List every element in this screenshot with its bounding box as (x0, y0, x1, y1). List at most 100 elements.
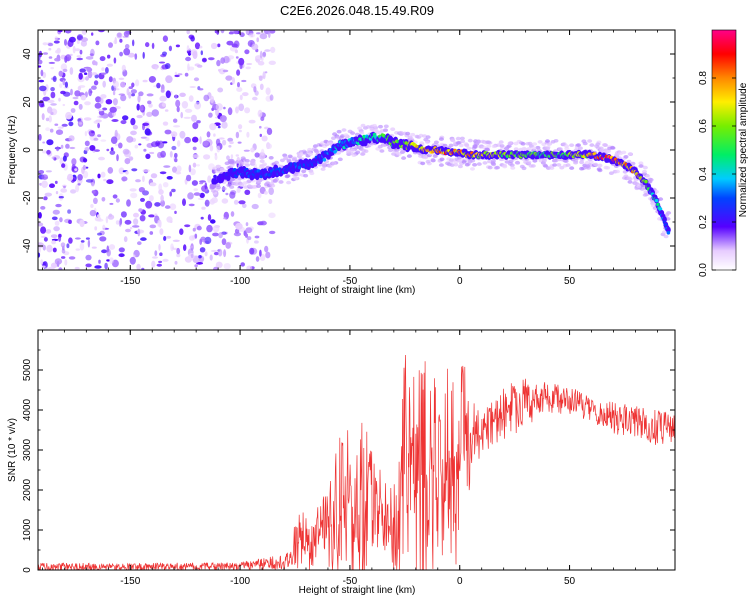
track-halo (593, 162, 599, 167)
noise-speck (119, 38, 123, 43)
noise-speck (268, 212, 276, 219)
snr-frame (37, 329, 676, 571)
track-halo (486, 144, 492, 148)
colorbar-label: Normalized spectral amplitude (738, 82, 749, 217)
noise-speck (199, 247, 206, 253)
noise-speck (264, 49, 271, 52)
track-halo (476, 162, 482, 166)
noise-speck (176, 106, 180, 113)
noise-speck (136, 103, 140, 111)
noise-speck (98, 259, 101, 264)
noise-speck (190, 36, 195, 42)
noise-speck (38, 65, 42, 68)
noise-speck (245, 233, 248, 238)
noise-speck (58, 196, 64, 199)
noise-speck (138, 91, 144, 97)
noise-speck (76, 55, 82, 58)
track-halo (256, 184, 262, 188)
noise-speck (51, 240, 56, 245)
track-halo (433, 140, 439, 145)
track-halo (645, 174, 651, 178)
track-halo (464, 143, 470, 148)
snr-y-label: SNR (10 * v/v) (7, 418, 18, 482)
noise-speck (106, 259, 110, 262)
track-halo (246, 179, 252, 183)
noise-speck (155, 66, 158, 71)
noise-speck (181, 101, 189, 109)
noise-speck (204, 236, 212, 245)
track-halo (644, 192, 650, 197)
track-halo (312, 144, 318, 148)
noise-speck (262, 51, 267, 58)
track-halo (466, 146, 472, 151)
noise-speck (96, 214, 101, 218)
noise-speck (101, 249, 108, 254)
track-halo (408, 137, 414, 141)
noise-speck (85, 237, 90, 240)
noise-speck (67, 209, 71, 214)
noise-speck (69, 53, 73, 57)
track-halo (450, 138, 456, 142)
noise-speck (58, 97, 61, 102)
noise-speck (135, 179, 141, 183)
noise-speck (196, 164, 200, 167)
noise-speck (91, 246, 97, 249)
noise-speck (59, 157, 64, 165)
noise-speck (118, 77, 125, 81)
track-halo (293, 176, 299, 180)
noise-speck (68, 36, 76, 43)
noise-speck (238, 124, 243, 130)
track-halo (279, 158, 285, 163)
track-halo (603, 143, 608, 147)
noise-speck (160, 199, 166, 207)
noise-speck (244, 107, 251, 114)
noise-speck (194, 233, 198, 239)
track-halo (559, 165, 565, 170)
noise-speck (50, 91, 56, 99)
noise-speck (158, 243, 161, 251)
track-halo (355, 150, 361, 155)
noise-speck (51, 156, 55, 160)
track-halo (331, 136, 336, 140)
noise-speck (74, 48, 81, 52)
noise-speck (258, 75, 263, 81)
track-halo (573, 160, 579, 165)
noise-speck (57, 30, 63, 33)
noise-speck (162, 182, 169, 188)
noise-speck (180, 111, 183, 119)
noise-speck (219, 115, 227, 123)
noise-speck (52, 75, 57, 82)
noise-speck (113, 40, 118, 44)
noise-speck (174, 158, 178, 163)
noise-speck (50, 87, 55, 92)
noise-speck (42, 150, 47, 154)
noise-speck (54, 123, 59, 126)
noise-speck (122, 115, 129, 121)
noise-speck (79, 49, 83, 55)
noise-speck (64, 39, 67, 46)
track-halo (530, 164, 536, 168)
noise-speck (166, 235, 172, 239)
noise-speck (141, 267, 145, 270)
track-halo (482, 161, 488, 165)
noise-speck (41, 113, 45, 121)
noise-speck (235, 131, 240, 139)
noise-speck (138, 208, 143, 213)
noise-speck (39, 85, 47, 92)
noise-speck (229, 191, 236, 199)
noise-speck (225, 75, 233, 81)
noise-speck (183, 116, 191, 119)
y-tick-label: 4000 (22, 398, 33, 421)
colorbar-gradient (711, 29, 737, 271)
noise-speck (183, 244, 187, 252)
noise-speck (148, 103, 153, 108)
noise-speck (74, 266, 80, 270)
track-halo (448, 143, 454, 148)
noise-speck (257, 221, 264, 226)
noise-speck (212, 232, 219, 237)
noise-speck (162, 121, 169, 126)
track-halo (245, 163, 250, 167)
snr-x-axis: -150 -100 -50 0 50 (41, 330, 658, 587)
noise-speck (116, 32, 123, 39)
noise-speck (188, 203, 195, 207)
